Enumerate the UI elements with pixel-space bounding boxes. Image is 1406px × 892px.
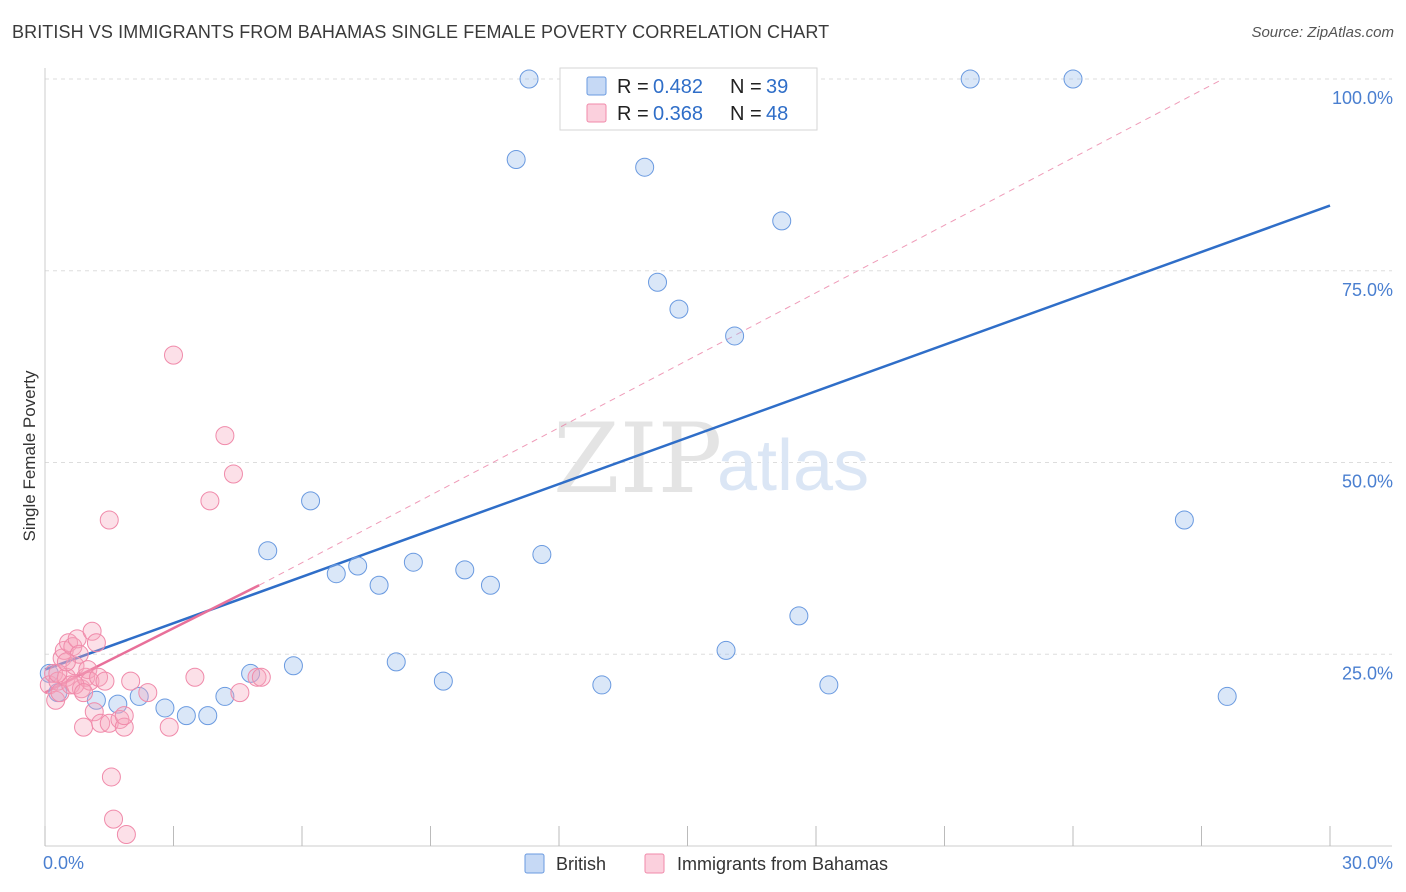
british-point: [960, 69, 980, 89]
chart-title: BRITISH VS IMMIGRANTS FROM BAHAMAS SINGL…: [12, 22, 830, 42]
british-point: [716, 640, 736, 660]
grid-layer: [45, 78, 1392, 655]
british-point: [455, 560, 475, 580]
legend-label-bahamas: Immigrants from Bahamas: [677, 854, 888, 874]
bahamas-point: [78, 660, 98, 680]
x-tick-label: 0.0%: [43, 853, 84, 873]
bahamas-point: [95, 671, 115, 691]
british-point: [635, 157, 655, 177]
legend: British Immigrants from Bahamas: [524, 853, 888, 874]
bahamas-point: [164, 345, 183, 365]
y-tick-label: 100.0%: [1332, 88, 1393, 108]
bahamas-point: [74, 683, 94, 703]
british-point: [386, 652, 406, 672]
british-point: [108, 694, 128, 714]
british-point: [648, 272, 668, 292]
bahamas-point: [114, 706, 134, 726]
stats-n-value-british: 39: [766, 76, 788, 98]
british-point: [215, 686, 235, 706]
british-point: [532, 545, 552, 565]
stats-box: R = 0.482 N = 39 R = 0.368 N = 48: [559, 67, 818, 131]
stats-swatch-bahamas: [586, 103, 607, 123]
british-point: [725, 326, 745, 346]
british-point: [403, 552, 423, 572]
bahamas-point: [230, 683, 250, 703]
bahamas-point: [84, 702, 104, 722]
british-point: [326, 564, 346, 584]
british-point: [819, 675, 839, 695]
source-credit: Source: ZipAtlas.com: [1251, 24, 1394, 41]
british-point: [1174, 510, 1194, 530]
data-points: [39, 69, 1237, 844]
british-point: [301, 491, 321, 511]
bahamas-point: [104, 809, 124, 829]
y-axis-label: Single Female Poverty: [20, 370, 39, 542]
bahamas-point: [200, 491, 220, 511]
legend-label-british: British: [556, 854, 606, 874]
bahamas-trend-line: [258, 78, 1224, 586]
british-point: [198, 706, 218, 726]
bahamas-point: [114, 717, 134, 737]
british-point: [519, 69, 539, 89]
british-point: [1063, 69, 1083, 89]
bahamas-point: [99, 510, 119, 530]
stats-n-label-british: N =: [730, 76, 762, 98]
british-point: [283, 656, 303, 676]
bahamas-point: [159, 717, 179, 737]
stats-r-label-bahamas: R =: [617, 103, 649, 125]
watermark-zip: ZIP: [553, 403, 722, 515]
bahamas-point: [74, 717, 94, 737]
bahamas-point: [138, 683, 158, 703]
y-tick-label: 50.0%: [1342, 472, 1393, 492]
stats-swatch-british: [586, 76, 607, 96]
stats-r-value-british: 0.482: [653, 76, 703, 98]
british-point: [480, 575, 500, 595]
british-point: [772, 211, 792, 231]
bahamas-point: [101, 767, 121, 787]
bahamas-point: [67, 629, 87, 649]
bahamas-point: [247, 667, 267, 687]
y-tick-label: 75.0%: [1342, 280, 1393, 300]
british-point: [789, 606, 809, 626]
british-point: [155, 698, 175, 718]
british-point: [669, 299, 689, 319]
y-tick-label: 25.0%: [1342, 663, 1393, 683]
stats-n-value-bahamas: 48: [766, 103, 788, 125]
british-point: [258, 541, 278, 561]
bahamas-point: [56, 652, 76, 672]
british-point: [506, 150, 526, 170]
british-point: [433, 671, 453, 691]
trend-lines: [44, 78, 1331, 694]
legend-swatch-british: [524, 853, 545, 874]
british-trend-line: [44, 204, 1331, 671]
stats-n-label-bahamas: N =: [730, 103, 762, 125]
british-point: [369, 575, 389, 595]
bahamas-point: [215, 426, 235, 446]
bahamas-point: [223, 464, 243, 484]
bahamas-point: [121, 671, 141, 691]
british-point: [348, 556, 368, 576]
british-point: [1217, 686, 1237, 706]
watermark-atlas: atlas: [717, 426, 869, 506]
watermark: ZIP atlas: [553, 403, 869, 515]
bahamas-point: [99, 713, 119, 733]
x-tick-label: 30.0%: [1342, 853, 1393, 873]
british-point: [176, 706, 196, 726]
bahamas-point: [86, 633, 106, 653]
bahamas-point: [251, 667, 271, 687]
axis-layer: 25.0% 50.0% 75.0% 100.0% 0.0% 30.0%: [43, 68, 1393, 873]
stats-r-label-british: R =: [617, 76, 649, 98]
bahamas-point: [116, 824, 136, 844]
stats-r-value-bahamas: 0.368: [653, 103, 703, 125]
british-point: [592, 675, 612, 695]
bahamas-point: [185, 667, 205, 687]
bahamas-point: [82, 621, 102, 641]
legend-swatch-bahamas: [644, 853, 665, 874]
